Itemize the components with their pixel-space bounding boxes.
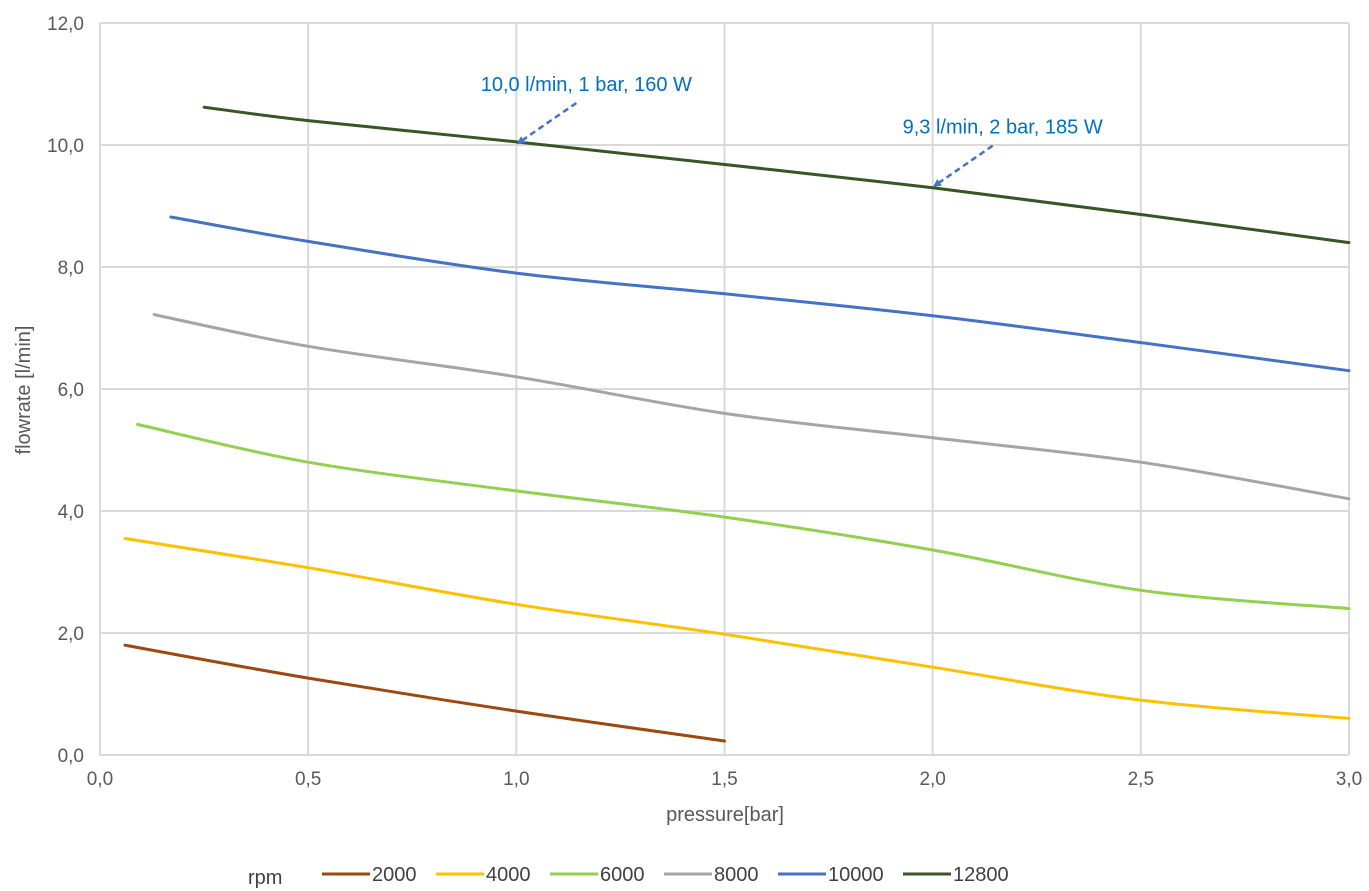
y-tick-label: 4,0 xyxy=(58,502,84,523)
y-axis-ticks: 0,0 2,0 4,0 6,0 8,0 10,0 12,0 xyxy=(47,14,84,767)
y-axis-title: flowrate [l/min] xyxy=(13,326,35,455)
series-line-10000 xyxy=(169,215,1351,373)
annotation-arrow xyxy=(516,101,578,145)
series-line-4000 xyxy=(123,537,1351,720)
legend-label-12800: 12800 xyxy=(953,864,1009,886)
x-axis-title: pressure[bar] xyxy=(666,804,784,826)
series-line-6000 xyxy=(136,422,1351,611)
annotations: 10,0 l/min, 1 bar, 160 W 9,3 l/min, 2 bar… xyxy=(481,74,1103,187)
series-line-12800 xyxy=(202,105,1351,245)
y-tick-label: 8,0 xyxy=(58,258,84,279)
y-tick-label: 12,0 xyxy=(47,14,84,35)
annotation-label: 9,3 l/min, 2 bar, 185 W xyxy=(903,117,1103,139)
x-axis-ticks: 0,0 0,5 1,0 1,5 2,0 2,5 3,0 xyxy=(87,769,1362,790)
x-tick-label: 0,0 xyxy=(87,769,113,790)
legend: rpm 2000 4000 6000 8000 10000 12800 xyxy=(248,864,1009,889)
y-tick-label: 10,0 xyxy=(47,136,84,157)
legend-label-8000: 8000 xyxy=(714,864,759,886)
series-line-8000 xyxy=(152,313,1351,501)
legend-label-2000: 2000 xyxy=(372,864,417,886)
x-tick-label: 0,5 xyxy=(295,769,321,790)
series-lines xyxy=(123,105,1351,743)
legend-title: rpm xyxy=(248,867,282,889)
grid-lines xyxy=(99,22,1350,756)
legend-label-4000: 4000 xyxy=(486,864,531,886)
series-line-2000 xyxy=(123,643,726,743)
y-tick-label: 0,0 xyxy=(58,746,84,767)
x-tick-label: 2,5 xyxy=(1128,769,1154,790)
x-tick-label: 1,0 xyxy=(503,769,529,790)
x-tick-label: 1,5 xyxy=(711,769,737,790)
y-tick-label: 2,0 xyxy=(58,624,84,645)
x-tick-label: 3,0 xyxy=(1336,769,1362,790)
annotation-label: 10,0 l/min, 1 bar, 160 W xyxy=(481,74,692,96)
annotation-arrow xyxy=(933,144,994,187)
legend-label-6000: 6000 xyxy=(600,864,645,886)
y-tick-label: 6,0 xyxy=(58,380,84,401)
x-tick-label: 2,0 xyxy=(919,769,945,790)
legend-label-10000: 10000 xyxy=(828,864,884,886)
